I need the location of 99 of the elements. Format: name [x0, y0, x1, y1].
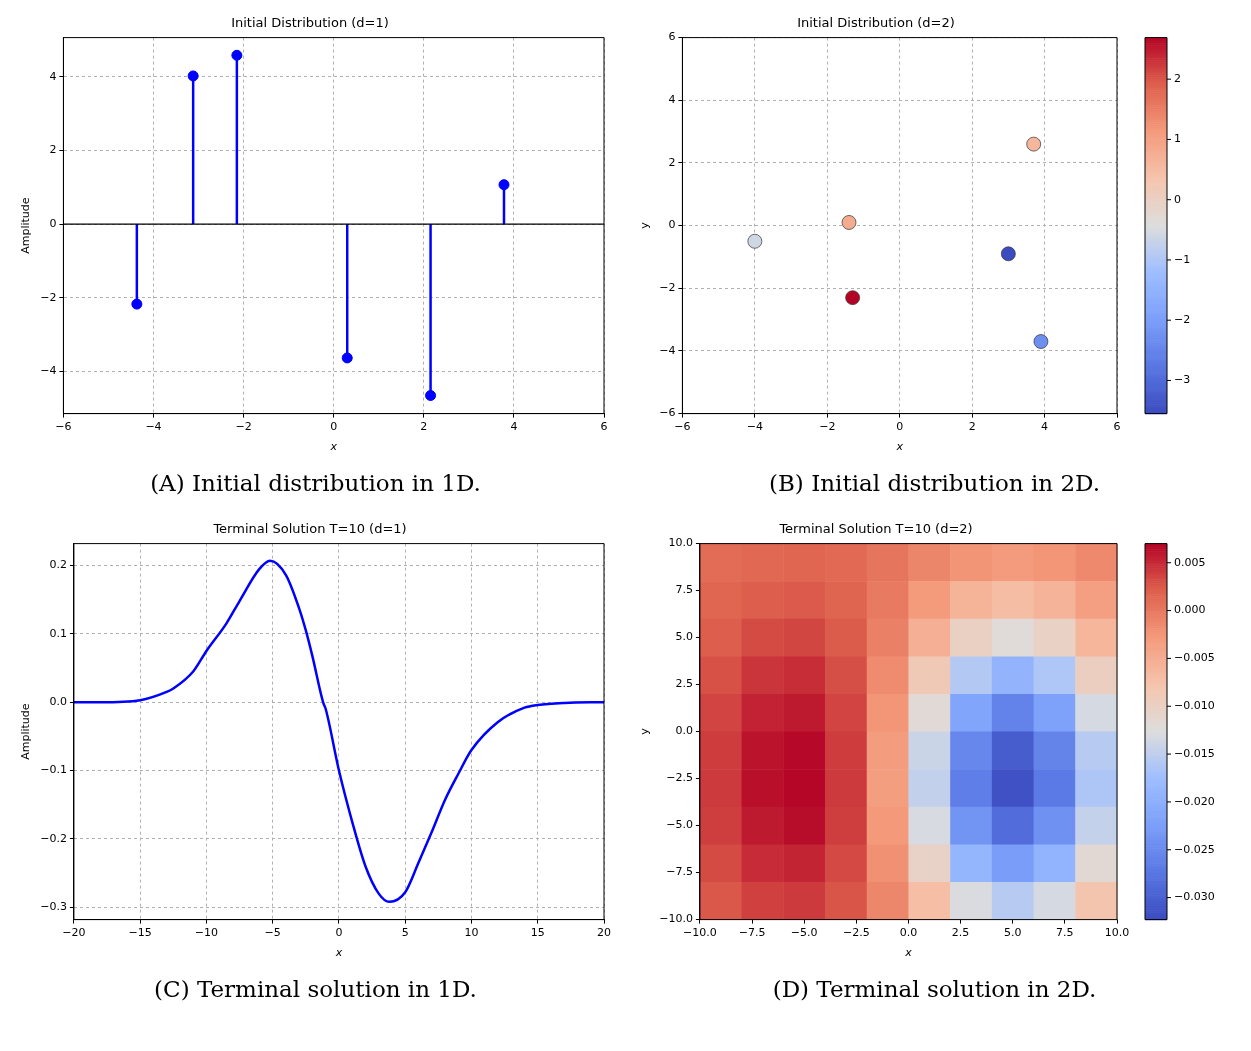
chart-title: Terminal Solution T=10 (d=1) — [211, 521, 407, 537]
x-tick-label: 10 — [463, 926, 478, 940]
y-tick-label: 0 — [48, 216, 56, 230]
y-tick-label: 4 — [667, 93, 675, 107]
text: (B) Initial distribution in 2D. — [768, 470, 1101, 496]
color-bar-label: −0.030 — [1173, 890, 1215, 904]
text: (D) Terminal solution in 2D. — [771, 976, 1098, 1002]
y-tick-label: −2 — [39, 290, 56, 304]
y-tick-label: 10.0 — [667, 536, 693, 550]
point — [230, 49, 242, 61]
color-bar-label: −2 — [1173, 313, 1190, 327]
point — [130, 298, 142, 310]
color-bar-label: −0.010 — [1173, 699, 1215, 713]
x-tick-label: 5.0 — [1003, 926, 1021, 940]
color-bar-label: 0.000 — [1173, 603, 1205, 617]
y-axis-title: Amplitude — [18, 703, 32, 760]
y-tick-label: 7.5 — [674, 583, 693, 597]
y-tick-label: −7.5 — [665, 865, 693, 879]
text: (C) Terminal solution in 1D. — [153, 976, 478, 1002]
x-tick-label: 0 — [329, 420, 337, 434]
color-bar-label: −0.015 — [1173, 746, 1215, 760]
y-tick-label: 2 — [667, 155, 675, 169]
x-tick-label: 2 — [968, 420, 976, 434]
x-tick-label: 6 — [1113, 420, 1120, 434]
y-tick-label: 0.0 — [674, 724, 693, 738]
point — [187, 70, 199, 82]
y-axis-title: y — [637, 221, 651, 229]
x-tick-label: 0.0 — [899, 926, 917, 940]
x-tick-label: 0 — [895, 420, 903, 434]
color-bar-label: −0.025 — [1173, 842, 1215, 856]
x-tick-label: 2.5 — [951, 926, 969, 940]
point — [1025, 136, 1041, 152]
point — [841, 215, 856, 230]
color-bar-label: −0.020 — [1173, 794, 1215, 808]
y-tick-label: 6 — [667, 30, 675, 44]
x-tick-label: 4 — [509, 420, 517, 434]
x-tick-label: −4 — [144, 420, 162, 434]
y-tick-label: 0.1 — [48, 626, 67, 640]
x-tick-label: 15 — [530, 926, 545, 940]
point — [424, 390, 436, 402]
chart-title: Initial Distribution (d=2) — [796, 15, 955, 31]
y-tick-label: −2 — [658, 281, 675, 295]
color-bar-label: 2 — [1173, 72, 1181, 86]
y-tick-label: 0 — [667, 218, 675, 232]
y-tick-label: −4 — [658, 343, 675, 357]
x-tick-label: −4 — [746, 420, 763, 434]
point — [747, 233, 762, 249]
text: (A) Initial distribution in 1D. — [149, 470, 482, 496]
x-tick-label: −15 — [128, 926, 152, 940]
color-bar-label: 0.005 — [1173, 555, 1205, 569]
x-tick-label: −2 — [235, 420, 252, 434]
x-axis-title: x — [894, 440, 903, 454]
color-bar-label: 0 — [1173, 192, 1181, 206]
x-axis-title: x — [328, 440, 337, 454]
point — [497, 179, 509, 191]
x-tick-label: 2 — [419, 420, 427, 434]
x-axis-title: x — [903, 946, 912, 960]
x-tick-label: −5 — [264, 926, 281, 940]
y-tick-label: 4 — [48, 69, 56, 83]
y-axis-title: y — [637, 727, 651, 735]
line-series — [73, 559, 604, 904]
y-tick-label: −0.2 — [39, 831, 67, 845]
x-axis-title: x — [334, 946, 343, 960]
x-tick-label: 10.0 — [1104, 926, 1129, 940]
color-bar-label: 1 — [1173, 132, 1181, 146]
point — [1000, 246, 1016, 262]
x-tick-label: −2 — [818, 420, 835, 434]
x-tick-label: 20 — [596, 926, 611, 940]
chart-title: Initial Distribution (d=1) — [230, 15, 389, 31]
color-bar-label: −1 — [1173, 252, 1190, 266]
x-tick-label: 5 — [401, 926, 409, 940]
point — [1033, 334, 1048, 349]
y-tick-label: −4 — [39, 364, 56, 378]
y-tick-label: −6 — [658, 406, 675, 420]
x-tick-label: −20 — [61, 926, 86, 940]
y-tick-label: 0.2 — [48, 558, 67, 572]
x-tick-label: −7.5 — [738, 926, 765, 940]
point — [844, 290, 860, 306]
y-axis-title: Amplitude — [18, 197, 32, 254]
y-tick-label: 2.5 — [674, 677, 693, 691]
x-tick-label: 6 — [600, 420, 607, 434]
x-tick-label: −2.5 — [842, 926, 870, 940]
point — [341, 352, 353, 364]
x-tick-label: −10 — [194, 926, 218, 940]
x-tick-label: 0 — [334, 926, 342, 940]
y-tick-label: 5.0 — [674, 630, 693, 644]
color-bar-label: −0.005 — [1173, 651, 1215, 665]
y-tick-label: −0.1 — [39, 763, 67, 777]
color-bar-label: −3 — [1173, 373, 1190, 387]
x-tick-label: 7.5 — [1055, 926, 1074, 940]
y-tick-label: 0.0 — [48, 695, 67, 709]
chart-title: Terminal Solution T=10 (d=2) — [777, 521, 973, 537]
y-tick-label: −5.0 — [665, 818, 693, 832]
y-tick-label: −0.3 — [39, 900, 67, 914]
y-tick-label: −2.5 — [665, 771, 693, 785]
x-tick-label: −5.0 — [790, 926, 818, 940]
y-tick-label: 2 — [48, 143, 56, 157]
y-tick-label: −10.0 — [658, 912, 693, 926]
x-tick-label: 4 — [1040, 420, 1048, 434]
